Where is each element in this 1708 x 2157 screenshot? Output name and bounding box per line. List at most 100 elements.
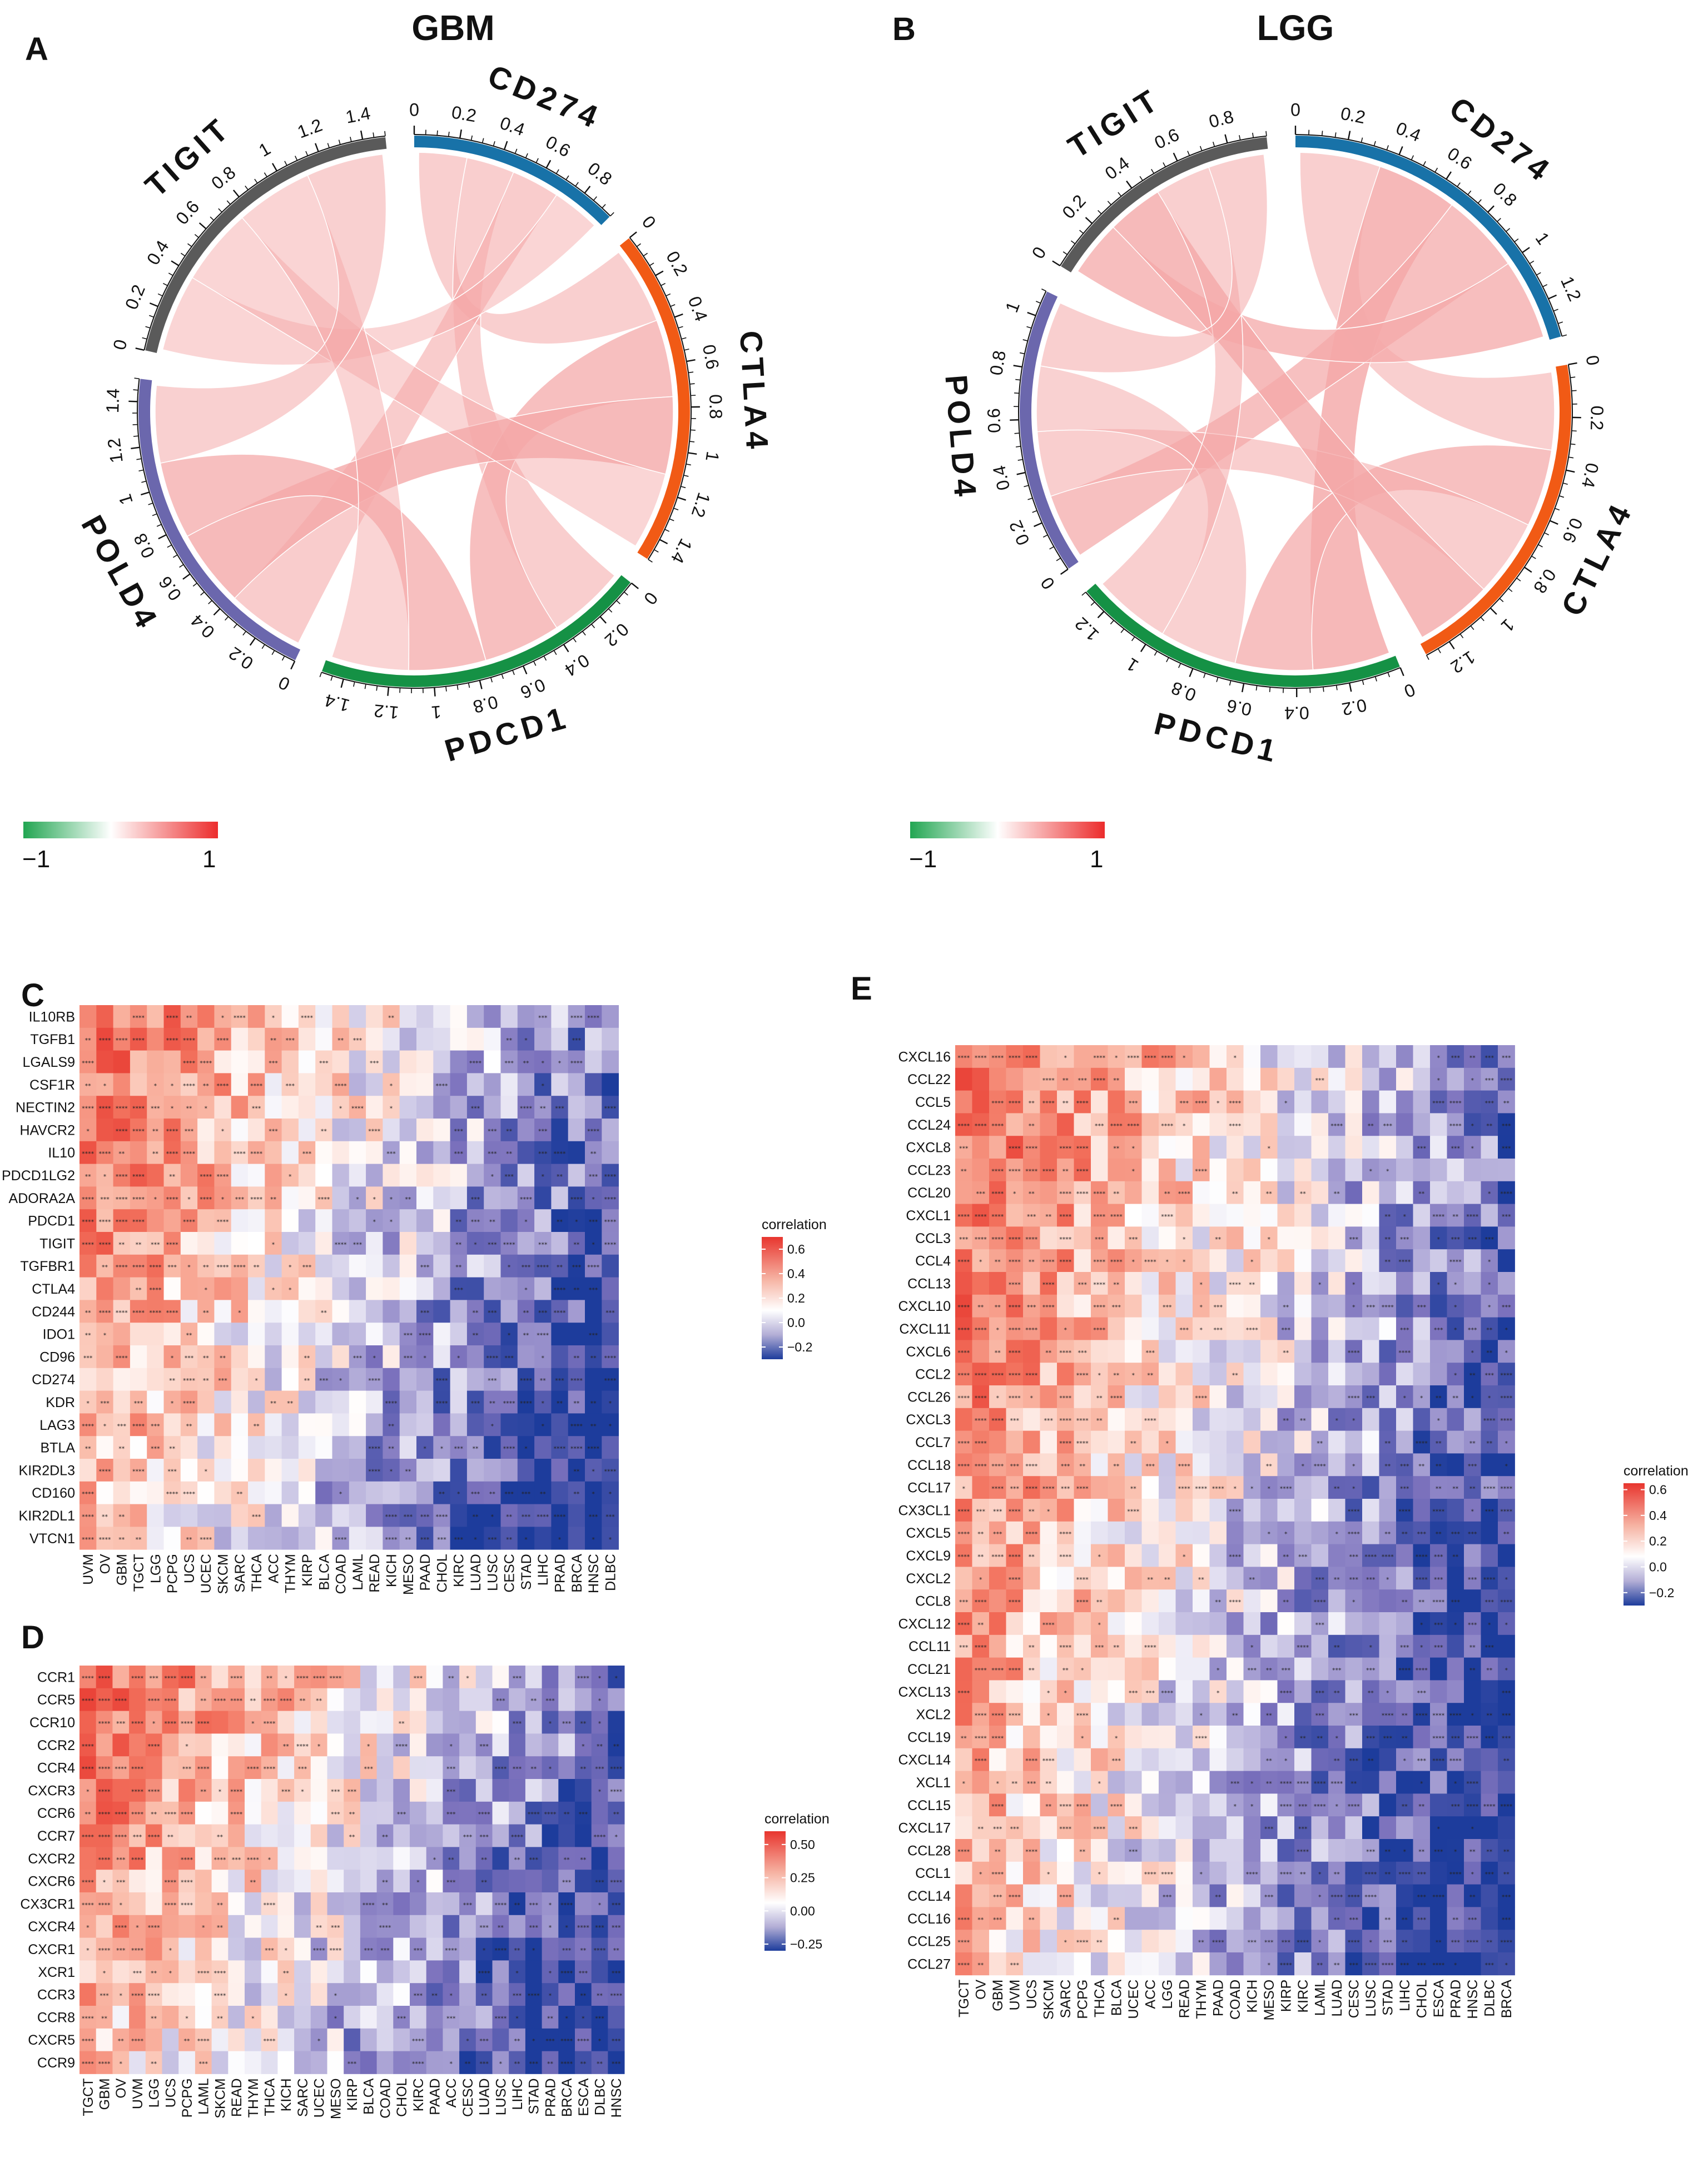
significance-mark: **** <box>1483 1803 1496 1810</box>
significance-mark: *** <box>364 1947 374 1954</box>
significance-mark: **** <box>82 2015 95 2022</box>
column-label: ESCA <box>1431 1979 1447 2017</box>
tick-mark-pold4 <box>179 564 184 568</box>
significance-mark: * <box>317 1743 321 1750</box>
heatmap-cell <box>231 1413 249 1437</box>
tick-mark-pdcd1 <box>616 600 620 604</box>
tick-mark-cd274 <box>1434 167 1438 173</box>
heatmap-cell <box>180 1481 198 1504</box>
tick-label-pdcd1: 0.8 <box>1169 678 1199 705</box>
significance-mark: ** <box>473 1445 479 1453</box>
significance-mark: ** <box>1452 1553 1459 1560</box>
heatmap-cell <box>568 1277 585 1300</box>
heatmap-cell <box>298 1323 316 1346</box>
significance-mark: **** <box>183 1082 196 1090</box>
heatmap-cell <box>1193 1771 1210 1794</box>
significance-mark: ** <box>1452 1916 1459 1924</box>
heatmap-cell <box>1193 1067 1210 1091</box>
significance-mark: **** <box>1314 1599 1327 1606</box>
heatmap-cell <box>281 1027 299 1051</box>
column-label: READ <box>229 2078 245 2116</box>
heatmap-cell <box>1277 1136 1295 1159</box>
heatmap-cell <box>1464 1521 1481 1544</box>
heatmap-cell <box>517 1232 535 1255</box>
heatmap-cell <box>1091 1476 1108 1499</box>
column-label: PCPG <box>1075 1980 1091 2019</box>
heatmap-cell <box>1074 1952 1091 1976</box>
heatmap-cell <box>1175 1612 1193 1636</box>
heatmap-cell <box>1006 1317 1024 1340</box>
heatmap-cell <box>1464 1363 1481 1386</box>
heatmap-cell <box>231 1390 249 1414</box>
tick-mark-tigit <box>1139 176 1143 181</box>
significance-mark: ** <box>1368 1757 1374 1765</box>
heatmap-cell <box>349 1141 366 1164</box>
heatmap-cell <box>1311 1748 1329 1771</box>
significance-mark: *** <box>364 1766 374 1773</box>
heatmap-cell <box>410 1892 427 1916</box>
heatmap-cell <box>1074 1430 1091 1454</box>
heatmap-cell <box>1243 1159 1261 1182</box>
heatmap-cell <box>332 1481 350 1504</box>
heatmap-cell <box>1006 1907 1024 1930</box>
heatmap-cell <box>1379 1363 1397 1386</box>
heatmap-cell <box>1294 1136 1312 1159</box>
heatmap-cell <box>129 1983 146 2006</box>
heatmap-cell <box>1498 1067 1515 1091</box>
tick-mark-pold4 <box>156 524 162 527</box>
significance-mark: ** <box>287 1400 294 1407</box>
significance-mark: *** <box>1129 1826 1138 1833</box>
significance-mark: *** <box>572 1264 582 1271</box>
significance-mark: **** <box>1432 1100 1445 1107</box>
heatmap-cell <box>344 1711 361 1734</box>
heatmap-cell <box>228 2051 245 2074</box>
heatmap-cell <box>129 1824 146 1847</box>
heatmap-cell <box>450 1277 468 1300</box>
heatmap-cell <box>360 1870 377 1893</box>
heatmap-cell <box>197 1027 215 1051</box>
heatmap-cell <box>277 1688 295 1711</box>
heatmap-cell <box>1227 1363 1244 1386</box>
heatmap-cell <box>551 1186 569 1210</box>
significance-mark: **** <box>181 1879 193 1886</box>
heatmap-cell <box>955 1249 972 1273</box>
heatmap-cell <box>1328 1181 1345 1204</box>
significance-mark: **** <box>1449 1757 1462 1765</box>
significance-mark: **** <box>98 1788 111 1795</box>
row-label: CCL16 <box>907 1911 951 1927</box>
heatmap-cell <box>349 1209 366 1232</box>
heatmap-cell <box>450 1323 468 1346</box>
significance-mark: **** <box>1059 1394 1072 1401</box>
heatmap-cell <box>1260 1544 1278 1567</box>
significance-mark: **** <box>230 1697 243 1704</box>
heatmap-cell <box>112 1960 130 1984</box>
heatmap-cell <box>484 1027 501 1051</box>
heatmap-cell <box>327 2028 344 2051</box>
tick-mark-pdcd1 <box>1216 677 1219 682</box>
tick-mark-ctla4 <box>1499 598 1504 603</box>
column-label: GBM <box>990 1980 1006 2011</box>
significance-mark: *** <box>529 1924 539 1931</box>
significance-mark: **** <box>1093 1190 1106 1197</box>
column-label: CESC <box>502 1554 518 1592</box>
heatmap-cell <box>80 1164 97 1187</box>
heatmap-cell <box>602 1141 619 1164</box>
heatmap-cell <box>972 1612 990 1636</box>
heatmap-cell <box>1430 1045 1447 1068</box>
column-label: COAD <box>1228 1980 1243 2020</box>
heatmap-cell <box>383 1209 400 1232</box>
tick-label-cd274: 0.8 <box>584 158 615 190</box>
significance-mark: ** <box>977 1916 984 1924</box>
heatmap-cell <box>349 1504 366 1527</box>
significance-mark: ** <box>1503 1757 1510 1765</box>
heatmap-cell <box>591 1937 608 1961</box>
heatmap-cell <box>608 1915 625 1938</box>
significance-mark: ** <box>506 1536 513 1543</box>
heatmap-cell <box>1430 1657 1447 1681</box>
heatmap-cell <box>500 1390 518 1414</box>
heatmap-cell <box>332 1368 350 1391</box>
significance-mark: **** <box>1280 1485 1293 1493</box>
heatmap-cell <box>575 2051 592 2074</box>
significance-mark: *** <box>252 1105 261 1112</box>
heatmap-cell <box>585 1413 602 1437</box>
